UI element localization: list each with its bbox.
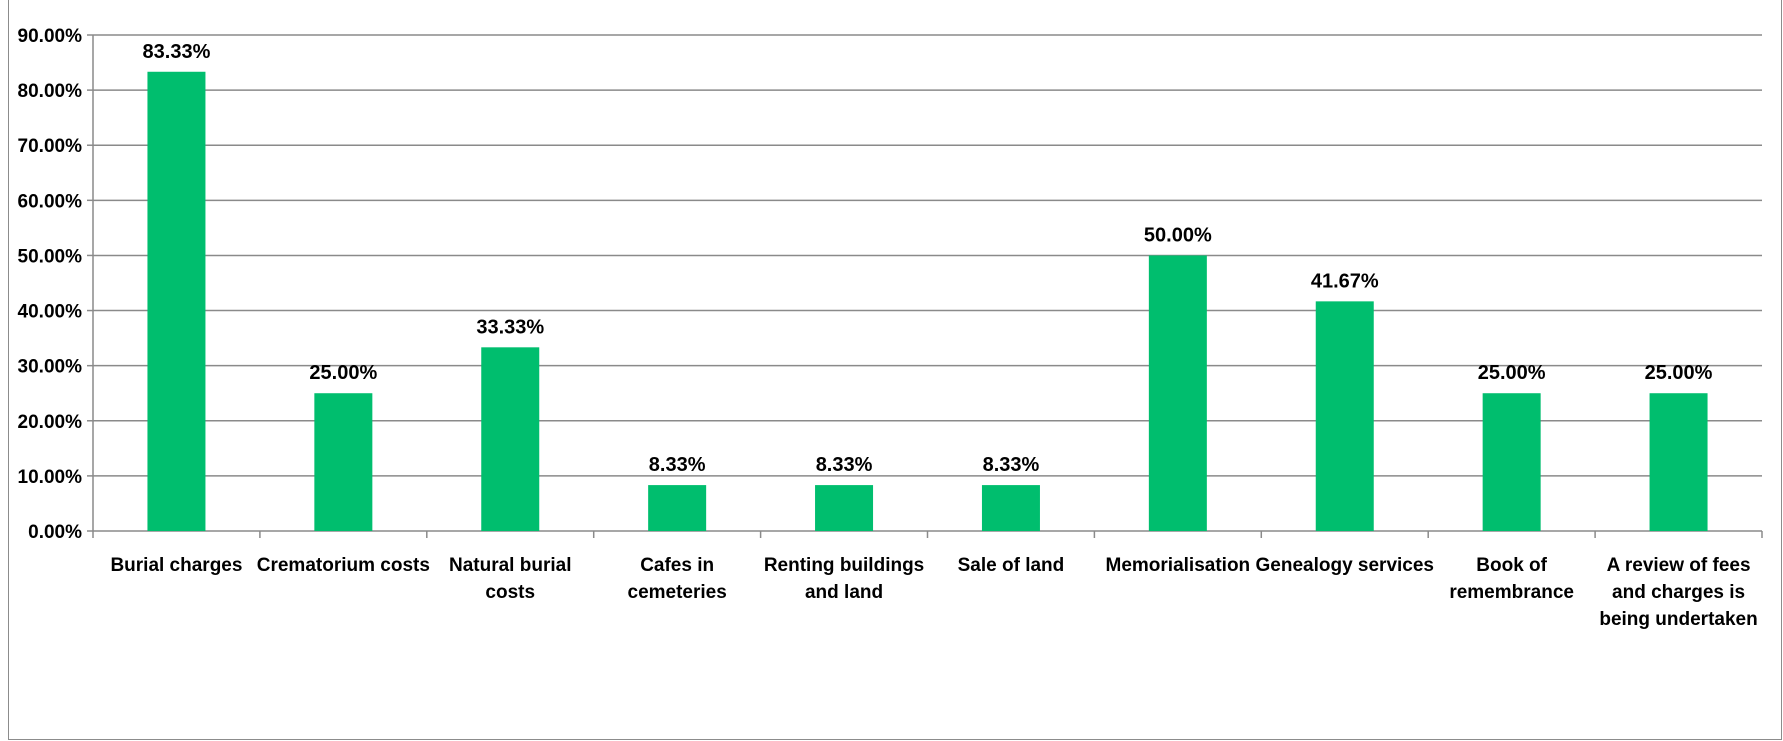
bar [314,393,373,531]
y-tick-label: 90.00% [18,26,83,47]
category-label: Book of remembrance [1449,555,1574,603]
category-label-line: Renting buildings [764,555,924,576]
bars [147,71,1708,532]
category-label: Sale of land [958,555,1065,576]
data-label: 33.33% [476,316,544,338]
y-tick-label: 60.00% [18,191,83,212]
category-label-line: and land [805,582,883,603]
category-label-line: being undertaken [1599,609,1757,630]
bar [1649,393,1708,531]
bar [815,485,874,531]
data-label: 83.33% [143,41,211,63]
category-label-line: Memorialisation [1106,555,1251,576]
category-label-line: costs [485,582,535,603]
bar [1148,255,1207,531]
category-label-line: A review of fees [1607,555,1751,576]
category-label-line: Natural burial [449,555,571,576]
category-label: Crematorium costs [257,555,430,576]
category-label: Memorialisation [1106,555,1251,576]
category-label: A review of fees and charges is being unde… [1599,555,1757,630]
bar [147,71,206,532]
category-label-line: Cafes in [640,555,714,576]
category-label-line: Book of [1476,555,1547,576]
y-tick-label: 10.00% [18,467,83,488]
bar [981,485,1040,531]
data-label: 25.00% [1645,362,1713,384]
category-label-line: cemeteries [628,582,727,603]
bar [481,347,540,531]
bar [1315,301,1374,531]
category-label-line: Burial charges [110,555,242,576]
category-label: Cafes in cemeteries [628,555,727,603]
chart-frame [8,0,1782,740]
labels: 0.00% 10.00% 20.00% 30.00% 40.00% 50.00% 60.00… [18,26,1758,630]
category-label-line: Crematorium costs [257,555,430,576]
category-label: Genealogy services [1256,555,1435,576]
data-label: 41.67% [1311,270,1379,292]
category-label: Renting buildings and land [764,555,924,603]
y-tick-label: 0.00% [28,522,82,543]
data-label: 8.33% [816,454,873,476]
y-tick-label: 50.00% [18,246,83,267]
category-label-line: Genealogy services [1256,555,1435,576]
y-tick-label: 40.00% [18,302,83,323]
bar [648,485,707,531]
y-tick-label: 80.00% [18,81,83,102]
category-label: Natural burial costs [449,555,571,603]
data-label: 25.00% [1478,362,1546,384]
data-label: 50.00% [1144,224,1212,246]
y-tick-label: 20.00% [18,412,83,433]
category-label: Burial charges [110,555,242,576]
data-label: 8.33% [983,454,1040,476]
bar [1482,393,1541,531]
y-tick-label: 30.00% [18,357,83,378]
data-label: 8.33% [649,454,706,476]
category-label-line: and charges is [1612,582,1745,603]
y-tick-label: 70.00% [18,136,83,157]
category-label-line: remembrance [1449,582,1574,603]
category-label-line: Sale of land [958,555,1065,576]
data-label: 25.00% [309,362,377,384]
